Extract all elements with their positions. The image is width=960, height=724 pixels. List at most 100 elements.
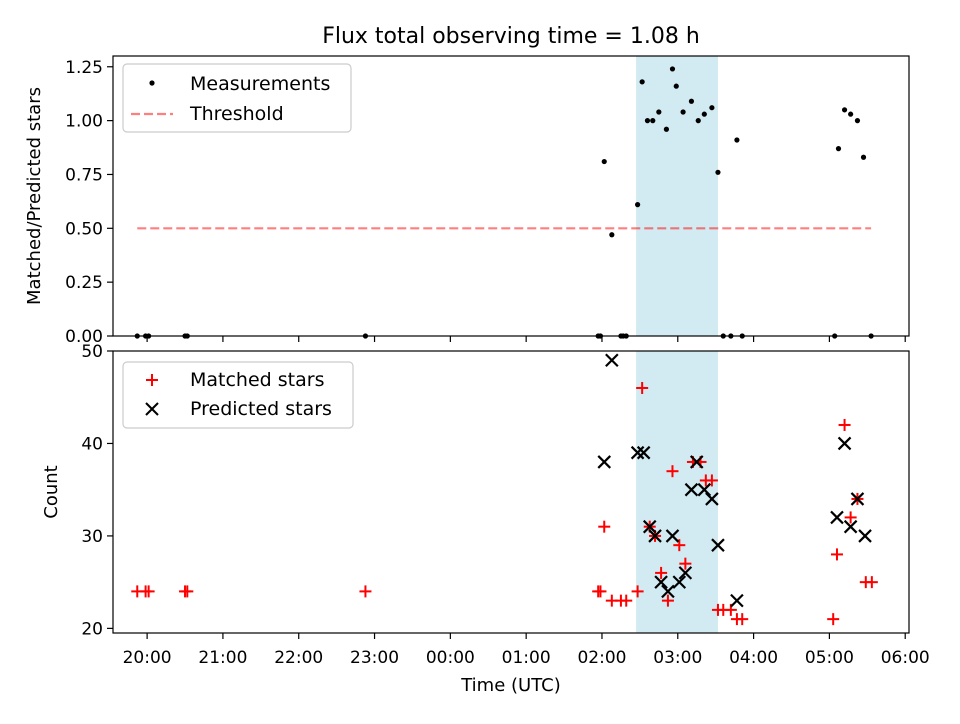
measurement-point — [848, 111, 854, 117]
predicted-star-stroke-b — [850, 492, 865, 506]
predicted-star-point — [678, 566, 693, 580]
legend-matched-label: Matched stars — [190, 369, 324, 391]
predicted-star-point — [654, 575, 668, 589]
predicted-star-stroke-b — [711, 538, 725, 552]
predicted-star-stroke-b — [843, 519, 858, 534]
matched-star-point — [598, 520, 611, 533]
legend-threshold-label: Threshold — [189, 103, 284, 125]
predicted-star-point — [697, 482, 712, 497]
bottom-y-tick-label: 40 — [81, 434, 103, 454]
top-legend-box — [122, 63, 352, 133]
measurement-point — [639, 79, 645, 85]
matched-star-point — [181, 585, 194, 598]
measurement-point — [601, 158, 607, 165]
legend-predicted-label: Predicted stars — [190, 398, 332, 420]
matched-star-point — [594, 585, 607, 598]
predicted-star-stroke-b — [661, 584, 675, 599]
legend-measurements-label: Measurements — [190, 73, 330, 95]
matched-star-point — [830, 548, 843, 561]
predicted-star-point — [850, 492, 865, 506]
matched-star-point — [666, 465, 679, 478]
measurement-point — [860, 154, 867, 160]
measurement-point — [695, 118, 701, 124]
predicted-stars-points — [597, 353, 872, 608]
predicted-star-point — [730, 593, 744, 608]
predicted-star-stroke-b — [705, 492, 719, 506]
bottom-y-tick-label: 30 — [81, 527, 103, 547]
predicted-star-point — [605, 353, 619, 368]
x-tick-label: 21:00 — [198, 648, 247, 668]
predicted-star-stroke-b — [837, 436, 852, 451]
x-tick-label: 22:00 — [274, 648, 323, 668]
measurement-point — [656, 109, 662, 115]
predicted-star-point — [672, 575, 687, 589]
predicted-star-stroke-b — [630, 445, 645, 460]
bottom-y-tick-label: 20 — [81, 619, 103, 639]
top-y-tick-label: 0.25 — [65, 273, 103, 293]
bottom-y-ticks: 20 30 40 50 — [81, 342, 113, 639]
measurement-point — [609, 232, 615, 238]
matched-star-point — [736, 613, 749, 626]
matched-star-point — [636, 381, 649, 394]
measurement-point — [688, 98, 695, 104]
predicted-star-stroke-b — [830, 510, 844, 525]
bottom-x-ticks: 20:00 21:00 22:00 23:00 00:00 01:00 02:00 03:00… — [123, 633, 930, 668]
x-tick-label: 20:00 — [123, 648, 172, 668]
predicted-star-stroke-b — [689, 455, 704, 469]
top-y-tick-label: 0.00 — [65, 327, 103, 347]
measurement-point — [650, 118, 656, 124]
top-y-tick-label: 1.00 — [65, 112, 103, 132]
top-panel: 0.00 0.25 0.50 0.75 1.00 1.25 Matched/Predict… — [24, 55, 910, 347]
top-shaded-span — [636, 56, 718, 336]
measurement-point — [669, 66, 676, 72]
matched-star-point — [838, 418, 851, 431]
top-y-tick-label: 0.50 — [65, 219, 103, 239]
matched-star-point — [655, 566, 668, 579]
top-legend: Measurements Threshold — [122, 63, 352, 133]
x-tick-label: 23:00 — [350, 648, 399, 668]
measurement-point — [841, 107, 848, 113]
matched-star-point — [142, 585, 155, 598]
matched-star-point — [705, 474, 718, 487]
top-y-ticks: 0.00 0.25 0.50 0.75 1.00 1.25 — [65, 58, 113, 347]
bottom-panel: 20 30 40 50 20:00 21:00 22:00 23:00 00:00 01:00 0… — [41, 342, 930, 696]
predicted-star-stroke-b — [654, 575, 668, 589]
measurement-point — [680, 109, 686, 115]
predicted-star-stroke-b — [642, 519, 657, 534]
measurement-point — [673, 83, 679, 89]
predicted-star-point — [597, 455, 612, 469]
predicted-star-point — [843, 519, 858, 534]
x-tick-label: 01:00 — [502, 648, 551, 668]
predicted-star-point — [837, 436, 852, 451]
matched-stars-points — [131, 381, 878, 626]
predicted-star-stroke-b — [672, 575, 687, 589]
predicted-star-point — [711, 538, 725, 552]
x-tick-label: 05:00 — [805, 648, 854, 668]
predicted-star-stroke-b — [636, 445, 651, 460]
predicted-star-point — [830, 510, 844, 525]
predicted-star-point — [630, 445, 645, 460]
measurement-point — [715, 169, 721, 175]
predicted-star-point — [689, 455, 704, 469]
top-x-ticks — [146, 336, 906, 342]
measurement-point — [835, 146, 842, 152]
matched-star-point — [359, 585, 372, 598]
top-y-tick-label: 0.75 — [65, 165, 103, 185]
predicted-star-point — [665, 529, 680, 543]
measurement-point — [734, 137, 740, 143]
predicted-star-point — [648, 529, 662, 543]
matched-star-point — [661, 594, 674, 607]
predicted-star-point — [705, 492, 719, 506]
matched-star-point — [673, 539, 686, 552]
legend-measurements-marker — [149, 80, 155, 86]
predicted-star-stroke-b — [858, 529, 872, 543]
x-axis-label: Time (UTC) — [460, 675, 561, 696]
matched-star-point — [631, 585, 644, 598]
x-tick-label: 04:00 — [729, 648, 778, 668]
matched-star-point — [844, 511, 857, 524]
top-axes-frame — [112, 55, 910, 337]
predicted-star-stroke-b — [648, 529, 662, 543]
bottom-axes-frame — [112, 350, 910, 634]
x-tick-label: 02:00 — [577, 648, 626, 668]
